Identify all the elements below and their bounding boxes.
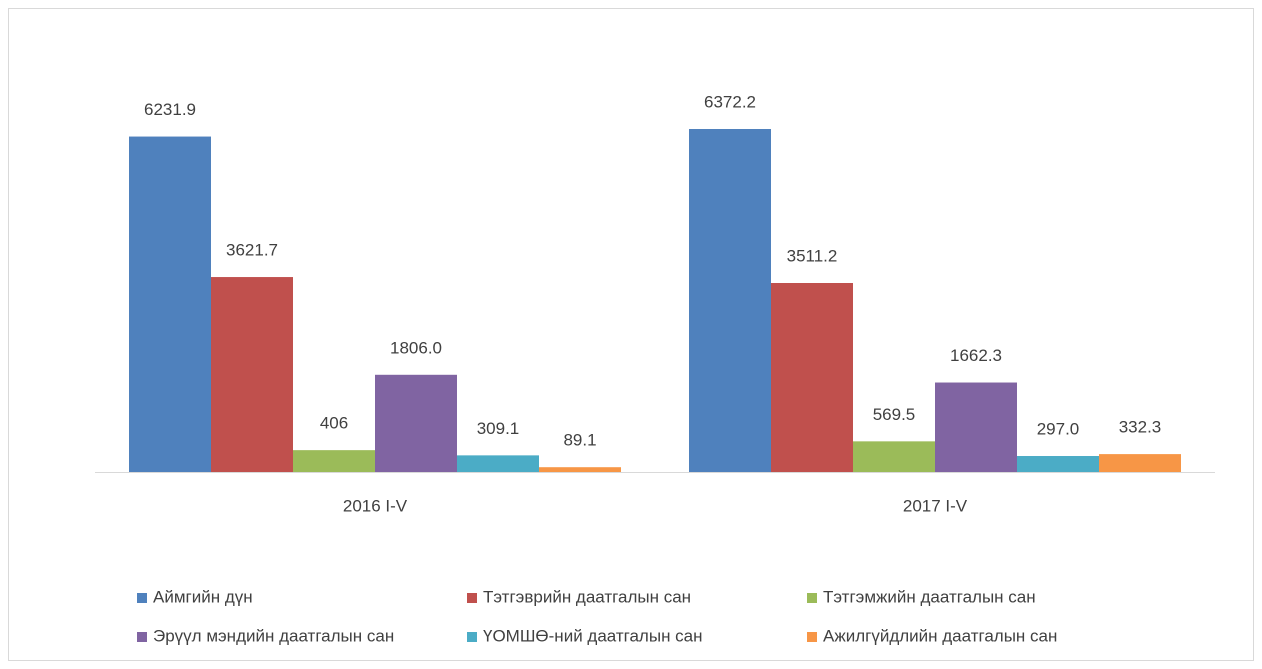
data-label: 569.5 <box>873 405 916 424</box>
data-label: 6231.9 <box>144 100 196 119</box>
data-label: 309.1 <box>477 419 520 438</box>
legend-label: Аймгийн дүн <box>153 587 253 606</box>
legend-label: Эрүүл мэндийн даатгалын сан <box>153 626 394 645</box>
bar <box>375 374 457 472</box>
bar <box>853 441 935 472</box>
bar <box>689 129 771 472</box>
legend-swatch <box>807 632 817 642</box>
legend-swatch <box>137 593 147 603</box>
x-tick-label: 2017 I-V <box>903 496 968 515</box>
data-label: 1662.3 <box>950 346 1002 365</box>
x-tick-label: 2016 I-V <box>343 496 408 515</box>
bar <box>129 136 211 472</box>
legend-label: Тэтгэмжийн даатгалын сан <box>823 587 1036 606</box>
data-label: 332.3 <box>1119 418 1162 437</box>
bar <box>539 467 621 472</box>
bar <box>935 382 1017 472</box>
bar <box>1099 454 1181 472</box>
legend-label: ҮОМШӨ-ний даатгалын сан <box>483 626 703 645</box>
data-label: 89.1 <box>563 431 596 450</box>
data-label: 297.0 <box>1037 419 1080 438</box>
bar <box>457 455 539 472</box>
bar <box>293 450 375 472</box>
bar <box>1017 456 1099 472</box>
data-label: 406 <box>320 414 348 433</box>
data-label: 3511.2 <box>787 246 838 265</box>
bar <box>211 277 293 472</box>
data-label: 3621.7 <box>226 241 278 260</box>
data-label: 1806.0 <box>390 338 442 357</box>
legend-label: Ажилгүйдлийн даатгалын сан <box>823 626 1057 645</box>
bar <box>771 283 853 472</box>
legend-label: Тэтгэврийн даатгалын сан <box>483 587 691 606</box>
legend-swatch <box>467 632 477 642</box>
legend-swatch <box>807 593 817 603</box>
legend-swatch <box>467 593 477 603</box>
legend-swatch <box>137 632 147 642</box>
data-label: 6372.2 <box>704 92 756 111</box>
